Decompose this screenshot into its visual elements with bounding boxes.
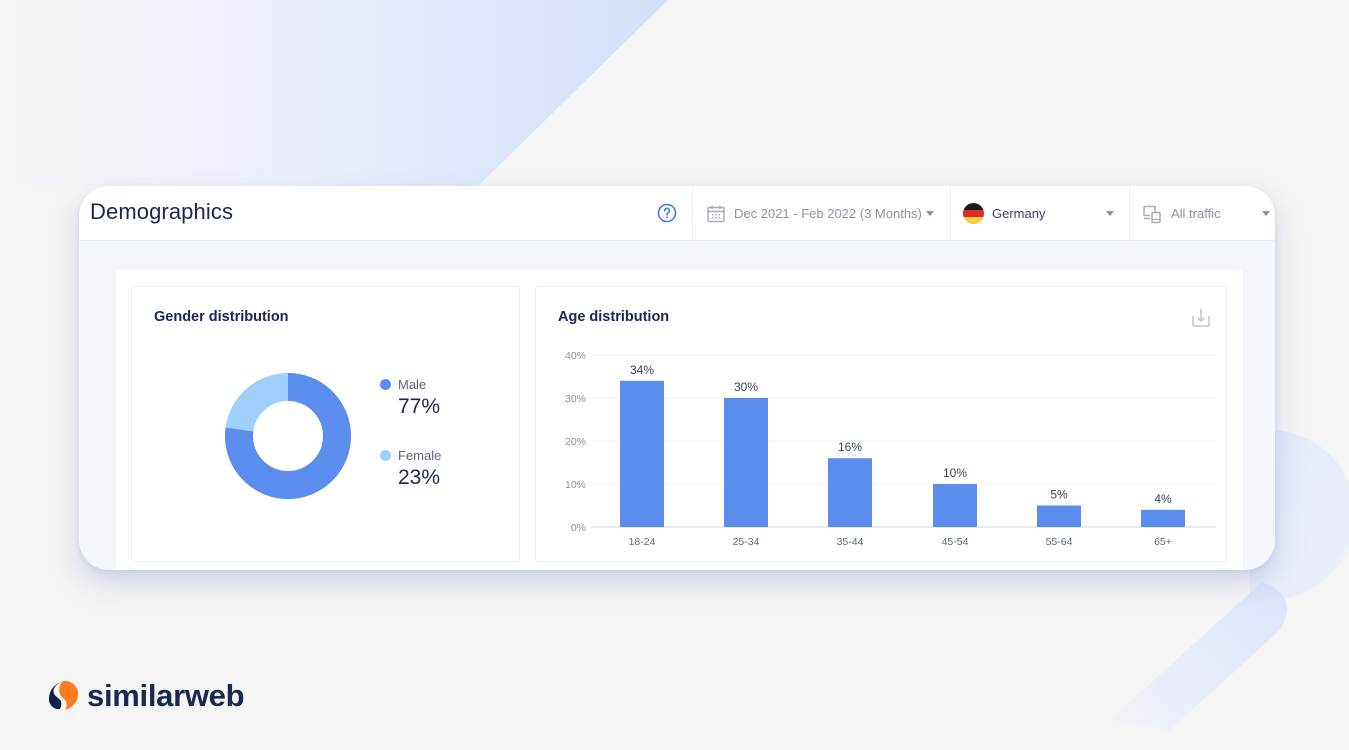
legend-label: Female [398,448,442,463]
x-tick-label: 18-24 [629,536,656,548]
bar-18-24[interactable] [620,380,664,527]
x-tick-label: 65+ [1154,536,1172,548]
gender-distribution-card: Gender distribution Male 77% Female 23% [131,286,520,562]
y-tick-label: 40% [565,350,586,362]
devices-icon [1142,204,1163,224]
y-tick-label: 20% [565,436,586,448]
male-dot-icon [380,379,391,390]
bar-65+[interactable] [1141,509,1185,527]
y-tick-label: 30% [565,393,586,405]
y-tick-label: 0% [571,522,586,534]
bar-value-label: 34% [630,363,654,377]
brand-name: similarweb [87,678,245,713]
similarweb-logo-icon [49,680,79,710]
age-distribution-card: Age distribution 0% 10% 20% 30% 40% 34% 18-24 3… [535,286,1227,562]
x-tick-label: 55-64 [1046,536,1073,548]
question-circle-icon[interactable] [657,203,677,223]
date-range-dropdown[interactable]: Dec 2021 - Feb 2022 (3 Months) [692,186,950,241]
country-label: Germany [992,206,1046,221]
legend-value: 23% [398,466,441,489]
legend-value: 77% [398,395,441,418]
legend-label: Male [398,377,427,392]
chevron-down-icon [1106,211,1114,216]
bar-35-44[interactable] [828,458,872,527]
x-tick-label: 25-34 [733,536,760,548]
chevron-down-icon [925,211,934,216]
calendar-icon [706,204,726,224]
gender-donut-chart [225,373,351,499]
download-icon[interactable] [1190,307,1212,329]
bar-value-label: 4% [1154,492,1172,506]
bar-value-label: 30% [734,380,758,394]
x-tick-label: 35-44 [837,536,864,548]
chevron-down-icon [1262,211,1270,216]
y-tick-label: 10% [565,479,586,491]
widgets-container: Gender distribution Male 77% Female 23% [116,270,1243,570]
bar-value-label: 16% [838,440,862,454]
bar-25-34[interactable] [724,398,768,527]
x-tick-label: 45-54 [942,536,969,548]
germany-flag-icon [963,203,984,224]
bar-55-64[interactable] [1037,505,1081,528]
female-dot-icon [380,450,391,461]
traffic-label: All traffic [1171,206,1221,221]
date-range-label: Dec 2021 - Feb 2022 (3 Months) [734,206,922,221]
bar-value-label: 10% [943,466,967,480]
country-dropdown[interactable]: Germany [950,186,1129,241]
demographics-panel: Demographics [79,186,1275,570]
bar-45-54[interactable] [933,484,977,527]
card-title: Gender distribution [154,309,289,325]
similarweb-logo: similarweb [48,678,245,714]
legend-item-female: Female 23% [380,448,441,490]
bar-value-label: 5% [1050,488,1068,502]
age-bar-chart: 0% 10% 20% 30% 40% 34% 18-24 30% 25-34 16% 35-44 10… [565,350,1216,548]
panel-header: Demographics [79,186,1275,241]
legend-item-male: Male 77% [380,377,440,419]
traffic-dropdown[interactable]: All traffic [1129,186,1275,241]
page-title: Demographics [90,199,234,224]
card-title: Age distribution [558,309,670,325]
